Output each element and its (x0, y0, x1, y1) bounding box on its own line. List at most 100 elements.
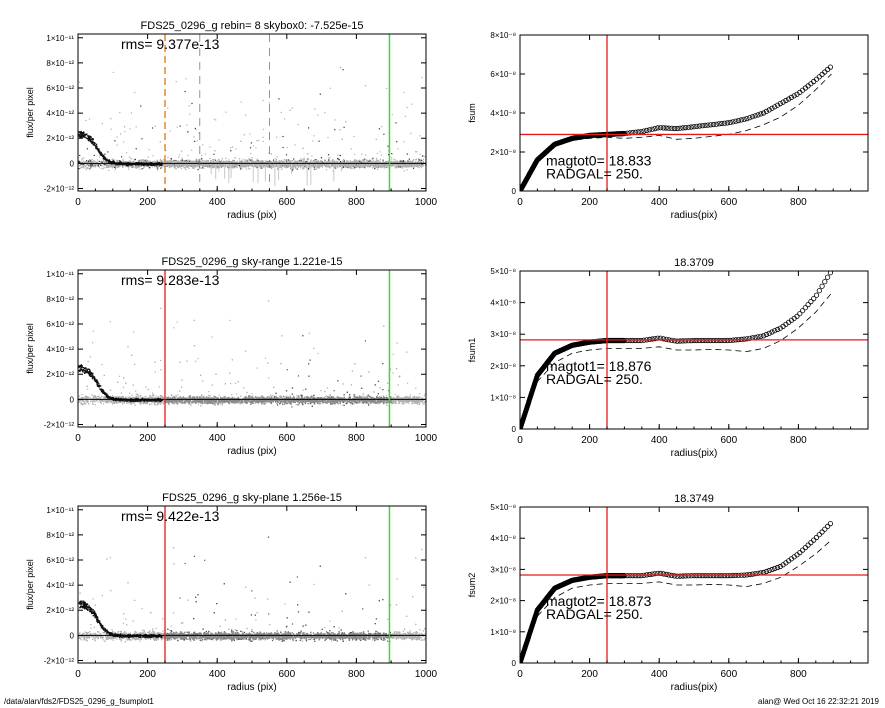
scatter-point (276, 136, 278, 138)
scatter-point (95, 161, 97, 164)
fsum-marker (649, 126, 655, 132)
scatter-point (361, 153, 363, 155)
band-point (162, 163, 165, 166)
scatter-point (80, 163, 82, 165)
plot-frame (77, 33, 427, 192)
scatter-point (269, 167, 272, 169)
band-point (251, 165, 253, 167)
profile-point (82, 131, 85, 133)
band-point (241, 165, 243, 168)
profile-point (98, 150, 101, 152)
band-point (216, 166, 218, 168)
scatter-point (399, 166, 401, 168)
scatter-point (213, 118, 216, 120)
scatter-point (239, 158, 241, 160)
band-point (357, 165, 359, 167)
band-point (415, 163, 417, 165)
band-point (275, 161, 277, 164)
band-point (273, 162, 276, 164)
rms-annotation: rms= 9.377e-13 (121, 36, 220, 52)
profile-point (96, 148, 99, 150)
scatter-point (342, 69, 344, 71)
band-point (134, 166, 137, 169)
band-point (259, 161, 261, 163)
band-point (370, 164, 372, 167)
band-point (224, 160, 226, 163)
scatter-point (240, 101, 242, 103)
band-point (377, 164, 380, 166)
band-point (358, 161, 361, 164)
scatter-point (175, 81, 177, 83)
band-point (303, 161, 306, 164)
scatter-point (250, 160, 252, 162)
band-point (245, 163, 247, 165)
band-point (346, 161, 349, 163)
scatter-point (254, 164, 256, 166)
scatter-point (249, 168, 251, 170)
band-point (391, 161, 393, 164)
scatter-point (186, 159, 189, 162)
band-point (312, 160, 315, 162)
scatter-point (90, 166, 92, 168)
band-point (180, 165, 182, 167)
band-point (163, 164, 165, 167)
band-point (130, 166, 132, 168)
band-point (109, 163, 111, 165)
profile-point (86, 137, 89, 140)
scatter-point (133, 166, 135, 168)
scatter-point (419, 162, 421, 164)
profile-point (80, 133, 82, 135)
scatter-point (421, 163, 423, 165)
scatter-point (379, 160, 381, 162)
band-point (317, 160, 320, 162)
band-point (308, 166, 310, 169)
band-point (312, 163, 315, 165)
scatter-point (422, 158, 425, 160)
scatter-point (272, 159, 275, 161)
band-point (397, 165, 400, 167)
scatter-point (83, 165, 86, 167)
fsum-marker (696, 123, 703, 129)
band-point (262, 161, 265, 164)
scatter-point (90, 167, 92, 169)
scatter-point (149, 167, 151, 169)
scatter-point (207, 166, 210, 168)
scatter-point (130, 158, 132, 160)
scatter-point (188, 165, 190, 168)
scatter-point (85, 119, 87, 122)
scatter-point (293, 158, 295, 160)
scatter-point (303, 159, 306, 161)
scatter-point (414, 159, 416, 161)
profile-point (158, 164, 161, 166)
band-point (175, 164, 178, 167)
scatter-point (135, 126, 137, 128)
scatter-point (131, 160, 133, 163)
scatter-point (285, 159, 287, 161)
band-point (287, 161, 290, 163)
band-point (211, 161, 214, 163)
band-point (178, 162, 181, 164)
scatter-point (391, 157, 393, 159)
band-point (292, 167, 294, 169)
scatter-point (285, 154, 288, 156)
scatter-point (189, 161, 192, 163)
scatter-point (86, 166, 88, 169)
scatter-point (300, 159, 302, 161)
scatter-point (313, 168, 315, 170)
band-point (412, 159, 414, 162)
scatter-point (97, 159, 99, 161)
band-point (231, 166, 234, 169)
scatter-point (195, 129, 197, 131)
scatter-point (395, 122, 397, 124)
band-point (207, 164, 210, 166)
scatter-point (313, 135, 315, 137)
scatter-point (324, 159, 326, 161)
scatter-point (90, 162, 92, 164)
scatter-point (98, 156, 101, 158)
band-point (417, 164, 419, 166)
band-point (160, 161, 163, 163)
band-point (350, 166, 352, 169)
fsum-marker (682, 125, 689, 131)
band-point (278, 164, 280, 166)
scatter-point (379, 151, 381, 153)
